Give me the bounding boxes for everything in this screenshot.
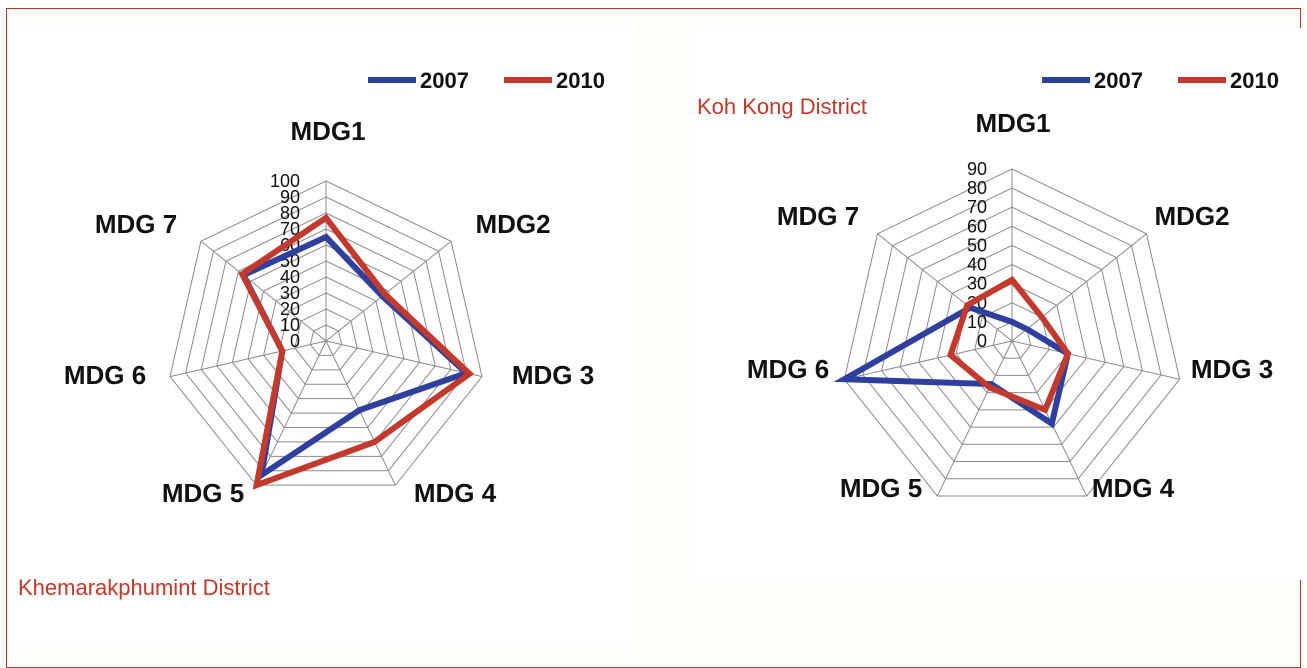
axis-label: MDG 3	[1191, 354, 1273, 384]
tick-label: 80	[280, 203, 300, 223]
grid-ring	[200, 212, 452, 457]
chart-panel-khemarakphumint	[12, 28, 634, 643]
axis-label: MDG 4	[1092, 473, 1175, 503]
grid-ring	[185, 196, 467, 472]
tick-label: 60	[967, 216, 987, 236]
tick-label: 0	[977, 331, 987, 351]
axis-label: MDG2	[1154, 201, 1229, 231]
tick-label: 90	[280, 187, 300, 207]
axis-spoke	[200, 240, 327, 342]
district-label: Khemarakphumint District	[18, 575, 270, 600]
axis-label: MDG1	[290, 116, 365, 146]
tick-label: 100	[270, 171, 300, 191]
axis-label: MDG2	[475, 209, 550, 239]
series-line-2010	[947, 275, 1072, 414]
grid-ring	[216, 228, 436, 443]
tick-label: 70	[280, 219, 300, 239]
legend-label-2010: 2010	[1230, 68, 1279, 93]
grid-ring	[899, 225, 1125, 445]
axis-label: MDG 5	[840, 473, 922, 503]
grid-ring	[862, 187, 1162, 480]
tick-label: 10	[280, 315, 300, 335]
grid-ring	[843, 168, 1181, 497]
grid-ring	[309, 324, 343, 356]
tick-label: 30	[967, 274, 987, 294]
axis-label: MDG 7	[95, 209, 177, 239]
grid-ring	[918, 244, 1106, 428]
tick-label: 30	[280, 283, 300, 303]
chart-panel-koh-kong	[692, 28, 1304, 580]
legend-label-2007: 2007	[420, 68, 469, 93]
tick-label: 70	[967, 197, 987, 217]
axis-spoke	[1011, 233, 1147, 342]
axis-spoke	[325, 240, 452, 342]
axis-spoke	[256, 340, 327, 486]
tick-label: 80	[967, 178, 987, 198]
tick-label: 0	[290, 331, 300, 351]
axis-label: MDG1	[975, 108, 1050, 138]
grid-ring	[263, 276, 389, 400]
series-line-2010	[238, 213, 475, 490]
axis-label: MDG 4	[414, 478, 497, 508]
grid-ring	[231, 244, 421, 428]
axis-label: MDG 3	[512, 360, 594, 390]
axis-label: MDG 6	[64, 360, 146, 390]
legend-label-2007: 2007	[1094, 68, 1143, 93]
grid-ring	[881, 206, 1143, 463]
district-label: Koh Kong District	[697, 94, 867, 119]
tick-label: 40	[280, 267, 300, 287]
grid-ring	[278, 292, 374, 385]
axis-spoke	[844, 340, 1013, 380]
grid-ring	[169, 180, 483, 486]
tick-label: 50	[967, 235, 987, 255]
axis-label: MDG 6	[747, 354, 829, 384]
axis-label: MDG 7	[777, 201, 859, 231]
tick-label: 40	[967, 255, 987, 275]
tick-label: 10	[967, 312, 987, 332]
axis-spoke	[936, 340, 1013, 497]
series-line-2007	[833, 304, 1072, 429]
tick-label: 90	[967, 159, 987, 179]
axis-label: MDG 5	[162, 478, 244, 508]
axis-spoke	[325, 340, 396, 486]
grid-ring	[294, 308, 358, 371]
axis-spoke	[1011, 340, 1180, 380]
legend-label-2010: 2010	[556, 68, 605, 93]
tick-label: 20	[280, 299, 300, 319]
axis-spoke	[169, 340, 327, 378]
axis-spoke	[877, 233, 1013, 342]
grid-ring	[936, 264, 1088, 411]
axis-spoke	[325, 340, 483, 378]
